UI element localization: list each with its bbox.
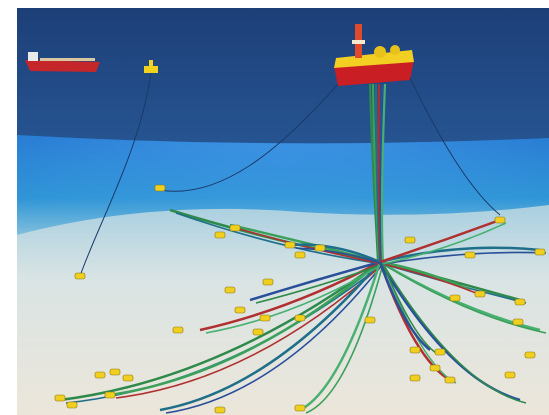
- tanker-deck: [40, 58, 95, 61]
- subsea-unit: [234, 306, 246, 314]
- flowline: [175, 212, 384, 265]
- subsea-unit: [214, 406, 226, 414]
- subsea-unit: [252, 328, 264, 336]
- flowline: [295, 247, 384, 265]
- mooring-line: [79, 72, 152, 277]
- buoy-top: [149, 60, 153, 66]
- subsea-unit: [259, 314, 271, 322]
- subsea-unit: [429, 364, 441, 372]
- subsea-unit: [404, 236, 416, 244]
- flowline: [235, 227, 384, 265]
- flowline: [289, 243, 381, 264]
- fpso-tank: [374, 46, 386, 58]
- flowline: [305, 263, 384, 414]
- subsea-unit: [94, 371, 106, 379]
- subsea-unit: [534, 248, 546, 256]
- seabed: [17, 205, 549, 415]
- subsea-unit: [434, 348, 446, 356]
- subsea-unit: [409, 346, 421, 354]
- subsea-unit: [224, 286, 236, 294]
- flowline: [165, 263, 384, 414]
- subsea-unit: [284, 241, 296, 249]
- subsea-unit: [449, 294, 461, 302]
- buoy-body: [144, 66, 158, 73]
- mooring-line: [409, 77, 501, 216]
- subsea-unit: [262, 278, 274, 286]
- flowline: [382, 263, 477, 294]
- subsea-unit: [464, 251, 476, 259]
- subsea-unit: [229, 224, 241, 232]
- tanker: [25, 52, 100, 72]
- fpso-tower-band: [352, 40, 365, 44]
- subsea-unit: [494, 216, 506, 224]
- tanker-bridge: [28, 52, 38, 61]
- subsea-unit: [122, 374, 134, 382]
- subsea-equipment: [54, 184, 546, 414]
- subsea-unit: [504, 371, 516, 379]
- flowline: [379, 218, 501, 264]
- subsea-unit: [444, 376, 456, 384]
- mooring-line: [159, 83, 339, 192]
- flowline: [159, 261, 381, 412]
- subsea-unit: [294, 404, 306, 412]
- subsea-unit: [66, 401, 78, 409]
- subsea-unit: [74, 272, 86, 280]
- subsea-unit: [409, 374, 421, 382]
- buoy: [144, 60, 158, 73]
- subsea-unit: [364, 316, 376, 324]
- subsea-unit: [109, 368, 121, 376]
- flowline: [249, 260, 381, 302]
- flowline: [115, 263, 384, 399]
- flowline: [378, 261, 431, 351]
- subsea-unit: [54, 394, 66, 402]
- fpso-tank: [390, 45, 400, 55]
- flowline: [255, 263, 384, 304]
- riser: [380, 83, 387, 263]
- tanker-hull: [25, 60, 100, 72]
- flowline: [382, 222, 507, 265]
- subsea-unit: [214, 231, 226, 239]
- fpso: [334, 24, 414, 86]
- subsea-unit: [524, 351, 536, 359]
- flowline: [379, 246, 541, 264]
- flowline: [382, 263, 437, 354]
- subsea-unit: [294, 314, 306, 322]
- flowline: [299, 261, 382, 412]
- subsea-unit: [172, 326, 184, 334]
- subsea-unit: [294, 251, 306, 259]
- subsea-unit: [514, 298, 526, 306]
- flowline: [109, 261, 381, 397]
- subsea-unit: [512, 318, 524, 326]
- subsea-unit: [474, 290, 486, 298]
- subsea-unit: [314, 244, 326, 252]
- flowline: [382, 263, 547, 334]
- flowline: [59, 260, 381, 402]
- subsea-unit: [104, 391, 116, 399]
- subsea-unit: [154, 184, 166, 192]
- flowline: [205, 263, 384, 334]
- flowline: [382, 263, 527, 404]
